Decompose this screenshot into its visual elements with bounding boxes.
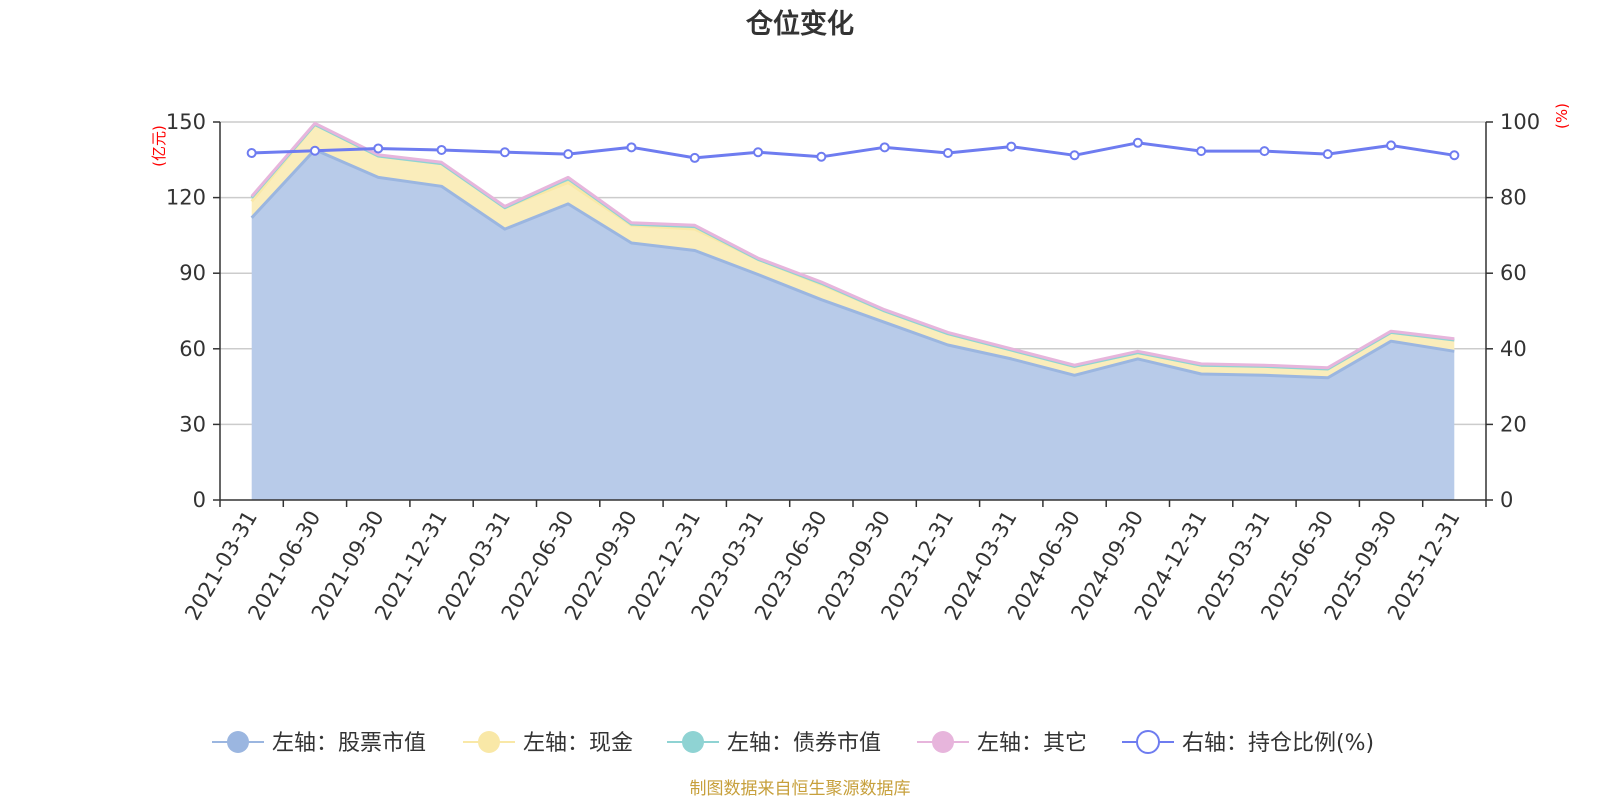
marker-右轴：持仓比例(%) xyxy=(1196,146,1207,157)
right-tick-label: 100 xyxy=(1500,110,1540,134)
marker-右轴：持仓比例(%) xyxy=(689,152,700,163)
line-右轴：持仓比例(%) xyxy=(251,141,1455,160)
legend-item[interactable]: 左轴：债券市值 xyxy=(667,731,881,756)
area-左轴：股票市值 xyxy=(251,149,1455,500)
marker-右轴：持仓比例(%) xyxy=(626,142,637,153)
marker-右轴：持仓比例(%) xyxy=(879,142,890,153)
marker-右轴：持仓比例(%) xyxy=(373,143,384,154)
legend-item[interactable]: 左轴：现金 xyxy=(463,731,633,756)
right-tick-label: 40 xyxy=(1500,337,1527,361)
marker-右轴：持仓比例(%) xyxy=(309,145,320,156)
marker-右轴：持仓比例(%) xyxy=(1322,149,1333,160)
marker-右轴：持仓比例(%) xyxy=(1449,150,1460,161)
left-tick-label: 30 xyxy=(179,412,206,436)
left-tick-label: 90 xyxy=(179,261,206,285)
line-左轴：股票市值 xyxy=(250,148,1455,380)
right-tick-label: 80 xyxy=(1500,186,1527,210)
legend-swatch xyxy=(682,731,704,753)
right-axis-unit: (%) xyxy=(1553,103,1571,129)
legend-swatch xyxy=(1136,730,1160,754)
marker-右轴：持仓比例(%) xyxy=(436,144,447,155)
legend[interactable]: 左轴：股票市值 左轴：现金 左轴：债券市值 左轴：其它 右轴：持仓比例(%) xyxy=(212,730,1374,756)
marker-右轴：持仓比例(%) xyxy=(942,147,953,158)
marker-右轴：持仓比例(%) xyxy=(1006,141,1017,152)
marker-右轴：持仓比例(%) xyxy=(246,147,257,158)
right-tick-label: 20 xyxy=(1500,412,1527,436)
legend-swatch xyxy=(478,731,500,753)
marker-右轴：持仓比例(%) xyxy=(1069,150,1080,161)
left-tick-label: 60 xyxy=(179,337,206,361)
legend-label: 左轴：其它 xyxy=(977,731,1087,756)
marker-右轴：持仓比例(%) xyxy=(1259,146,1270,157)
marker-右轴：持仓比例(%) xyxy=(753,147,764,158)
legend-item[interactable]: 左轴：股票市值 xyxy=(212,731,426,756)
legend-swatch xyxy=(932,731,954,753)
source-note: 制图数据来自恒生聚源数据库 xyxy=(690,779,911,799)
right-tick-label: 60 xyxy=(1500,261,1527,285)
legend-item[interactable]: 右轴：持仓比例(%) xyxy=(1122,730,1374,756)
legend-label: 左轴：现金 xyxy=(523,731,633,756)
left-tick-label: 120 xyxy=(166,186,206,210)
legend-label: 左轴：债券市值 xyxy=(727,731,881,756)
line-左轴：其它 xyxy=(250,121,1455,370)
plot-markers xyxy=(246,137,1460,163)
legend-label: 右轴：持仓比例(%) xyxy=(1182,731,1374,756)
left-tick-label: 150 xyxy=(166,110,206,134)
marker-右轴：持仓比例(%) xyxy=(499,147,510,158)
plot-lines xyxy=(250,121,1455,380)
marker-右轴：持仓比例(%) xyxy=(816,151,827,162)
marker-右轴：持仓比例(%) xyxy=(563,149,574,160)
right-tick-label: 0 xyxy=(1500,488,1513,512)
marker-右轴：持仓比例(%) xyxy=(1386,140,1397,151)
marker-右轴：持仓比例(%) xyxy=(1132,137,1143,148)
left-axis-unit: (亿元) xyxy=(150,125,168,167)
legend-item[interactable]: 左轴：其它 xyxy=(917,731,1087,756)
legend-label: 左轴：股票市值 xyxy=(272,731,426,756)
legend-swatch xyxy=(227,731,249,753)
left-tick-label: 0 xyxy=(193,488,206,512)
chart-title: 仓位变化 xyxy=(745,8,854,40)
